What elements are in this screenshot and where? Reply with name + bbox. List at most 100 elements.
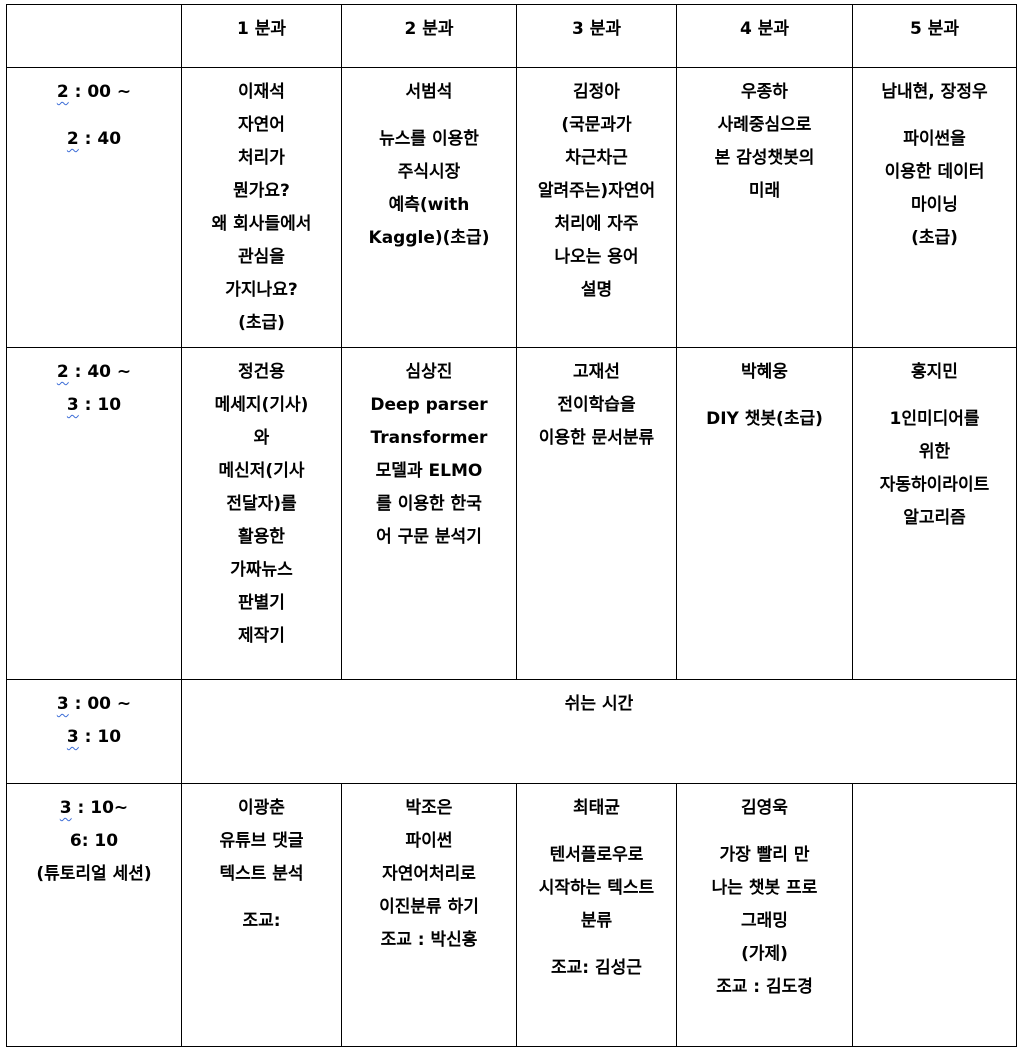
- session-title-line: 메세지(기사): [214, 395, 309, 415]
- session-level: (초급): [238, 313, 285, 333]
- track-header: 5 분과: [852, 4, 1017, 68]
- session-title-line: 주식시장: [397, 162, 461, 182]
- track-header: 1 분과: [181, 4, 342, 68]
- session-title-line: 메신저(기사: [218, 461, 305, 481]
- speaker-name: 박혜웅: [741, 362, 788, 382]
- session-cell: 박혜웅 DIY 챗봇(초급): [676, 347, 853, 680]
- session-title-line: 유튜브 댓글: [219, 831, 304, 851]
- session-title-line: 마이닝: [911, 195, 958, 215]
- session-cell: 최태균 텐서플로우로 시작하는 텍스트 분류 조교: 김성근: [516, 783, 677, 1047]
- session-title-line: 처리에 자주: [554, 214, 639, 234]
- track-header: 2 분과: [341, 4, 517, 68]
- session-cell: 남내현, 장정우 파이썬을 이용한 데이터 마이닝 (초급): [852, 67, 1017, 348]
- speaker-name: 심상진: [405, 362, 453, 382]
- session-cell: 이광춘 유튜브 댓글 텍스트 분석 조교:: [181, 783, 342, 1047]
- track-header: 3 분과: [516, 4, 677, 68]
- session-title-line: 전달자)를: [226, 494, 297, 514]
- speaker-name: 고재선: [573, 362, 620, 382]
- speaker-name: 정건용: [238, 362, 285, 382]
- time-start: 2 : 00 ~: [56, 82, 132, 102]
- session-title-line: 제작기: [238, 626, 285, 646]
- session-title-line: 이용한 문서분류: [538, 428, 655, 448]
- session-title-line: 위한: [918, 442, 951, 462]
- session-cell: 고재선 전이학습을 이용한 문서분류: [516, 347, 677, 680]
- time-end: 2 : 40: [66, 129, 122, 149]
- track-header: 4 분과: [676, 4, 853, 68]
- corner-cell: [6, 4, 182, 68]
- session-title-line: 미래: [748, 181, 781, 201]
- speaker-name: 이재석: [238, 82, 285, 102]
- session-title-line: 전이학습을: [557, 395, 636, 415]
- time-start: 3 : 00 ~: [56, 694, 132, 714]
- session-row: 3 : 10~ 6: 10 (튜토리얼 세션) 이광춘 유튜브 댓글 텍스트 분…: [6, 783, 1017, 1047]
- schedule-table: 1 분과 2 분과 3 분과 4 분과 5 분과 2 : 00 ~ 2 : 40…: [6, 4, 1017, 1047]
- session-title-line: 활용한: [238, 527, 285, 547]
- time-end: 3 : 10: [66, 395, 122, 415]
- session-title-line: 와: [253, 428, 270, 448]
- session-title-line: Transformer: [370, 428, 488, 448]
- speaker-name: 홍지민: [911, 362, 958, 382]
- session-title-line: 시작하는 텍스트: [538, 878, 655, 898]
- session-title-line: 텍스트 분석: [219, 864, 304, 884]
- session-title-line: 가짜뉴스: [230, 560, 293, 580]
- session-title-line: 자연어처리로: [382, 864, 476, 884]
- time-start: 2 : 40 ~: [56, 362, 132, 382]
- session-cell: 정건용 메세지(기사) 와 메신저(기사 전달자)를 활용한 가짜뉴스 판별기 …: [181, 347, 342, 680]
- session-title-line: DIY 챗봇(초급): [706, 409, 823, 429]
- time-cell: 3 : 10~ 6: 10 (튜토리얼 세션): [6, 783, 182, 1047]
- session-title-line: 어 구문 분석기: [376, 527, 482, 547]
- time-cell: 2 : 40 ~ 3 : 10: [6, 347, 182, 680]
- session-title-line: 뭔가요?: [233, 181, 290, 201]
- speaker-name: 우종하: [741, 82, 788, 102]
- time-cell: 2 : 00 ~ 2 : 40: [6, 67, 182, 348]
- time-cell: 3 : 00 ~ 3 : 10: [6, 679, 182, 784]
- session-title-line: 사례중심으로: [717, 115, 812, 135]
- session-title-line: 예측(with: [388, 195, 470, 215]
- speaker-name: 남내현, 장정우: [881, 82, 988, 102]
- session-title-line: 텐서플로우로: [549, 845, 644, 865]
- session-title-line: 뉴스를 이용한: [379, 129, 479, 149]
- empty-cell: [852, 783, 1017, 1047]
- assistant-label: 조교:: [242, 911, 281, 931]
- session-title-line: 관심을: [238, 247, 285, 267]
- session-title-line: 차근차근: [565, 148, 628, 168]
- speaker-name: 김정아: [573, 82, 620, 102]
- session-cell: 서범석 뉴스를 이용한 주식시장 예측(with Kaggle)(초급): [341, 67, 517, 348]
- session-title-line: 왜 회사들에서: [211, 214, 312, 234]
- time-start: 3 : 10~: [59, 798, 129, 818]
- session-row: 2 : 00 ~ 2 : 40 이재석 자연어 처리가 뭔가요? 왜 회사들에서…: [6, 67, 1017, 348]
- session-cell: 심상진 Deep parser Transformer 모델과 ELMO 를 이…: [341, 347, 517, 680]
- session-title-line: 이진분류 하기: [379, 897, 479, 917]
- session-title-line: 가지나요?: [225, 280, 298, 300]
- speaker-name: 서범석: [405, 82, 453, 102]
- session-title-line: (국문과가: [561, 115, 632, 135]
- session-type-label: (튜토리얼 세션): [36, 864, 152, 884]
- session-title-line: 이용한 데이터: [884, 162, 985, 182]
- break-row: 3 : 00 ~ 3 : 10 쉬는 시간: [6, 679, 1017, 784]
- session-title-line: 알고리즘: [903, 508, 966, 528]
- session-title-line: 파이썬: [405, 831, 453, 851]
- time-end: 6: 10: [69, 831, 119, 851]
- header-row: 1 분과 2 분과 3 분과 4 분과 5 분과: [6, 4, 1017, 68]
- session-title-line: 분류: [580, 911, 613, 931]
- speaker-name: 최태균: [573, 798, 620, 818]
- speaker-name: 박조은: [405, 798, 453, 818]
- session-title-line: 처리가: [238, 148, 285, 168]
- session-row: 2 : 40 ~ 3 : 10 정건용 메세지(기사) 와 메신저(기사 전달자…: [6, 347, 1017, 680]
- session-title-line: 자동하이라이트: [879, 475, 990, 495]
- session-level: (초급): [911, 228, 958, 248]
- session-title-line: 를 이용한 한국: [376, 494, 482, 514]
- session-cell: 김영욱 가장 빨리 만 나는 챗봇 프로 그래밍 (가제) 조교 : 김도경: [676, 783, 853, 1047]
- session-title-line: 모델과 ELMO: [375, 461, 483, 481]
- speaker-name: 김영욱: [741, 798, 788, 818]
- session-title-line: Kaggle)(초급): [368, 228, 490, 248]
- session-title-line: Deep parser: [370, 395, 488, 415]
- assistant-label: 조교 : 김도경: [716, 977, 813, 997]
- time-end: 3 : 10: [66, 727, 122, 747]
- session-title-line: 1인미디어를: [889, 409, 980, 429]
- assistant-label: 조교 : 박신홍: [380, 930, 478, 950]
- session-cell: 이재석 자연어 처리가 뭔가요? 왜 회사들에서 관심을 가지나요? (초급): [181, 67, 342, 348]
- session-title-line: 설명: [580, 280, 613, 300]
- break-label: 쉬는 시간: [564, 694, 634, 714]
- session-title-line: 파이썬을: [903, 129, 966, 149]
